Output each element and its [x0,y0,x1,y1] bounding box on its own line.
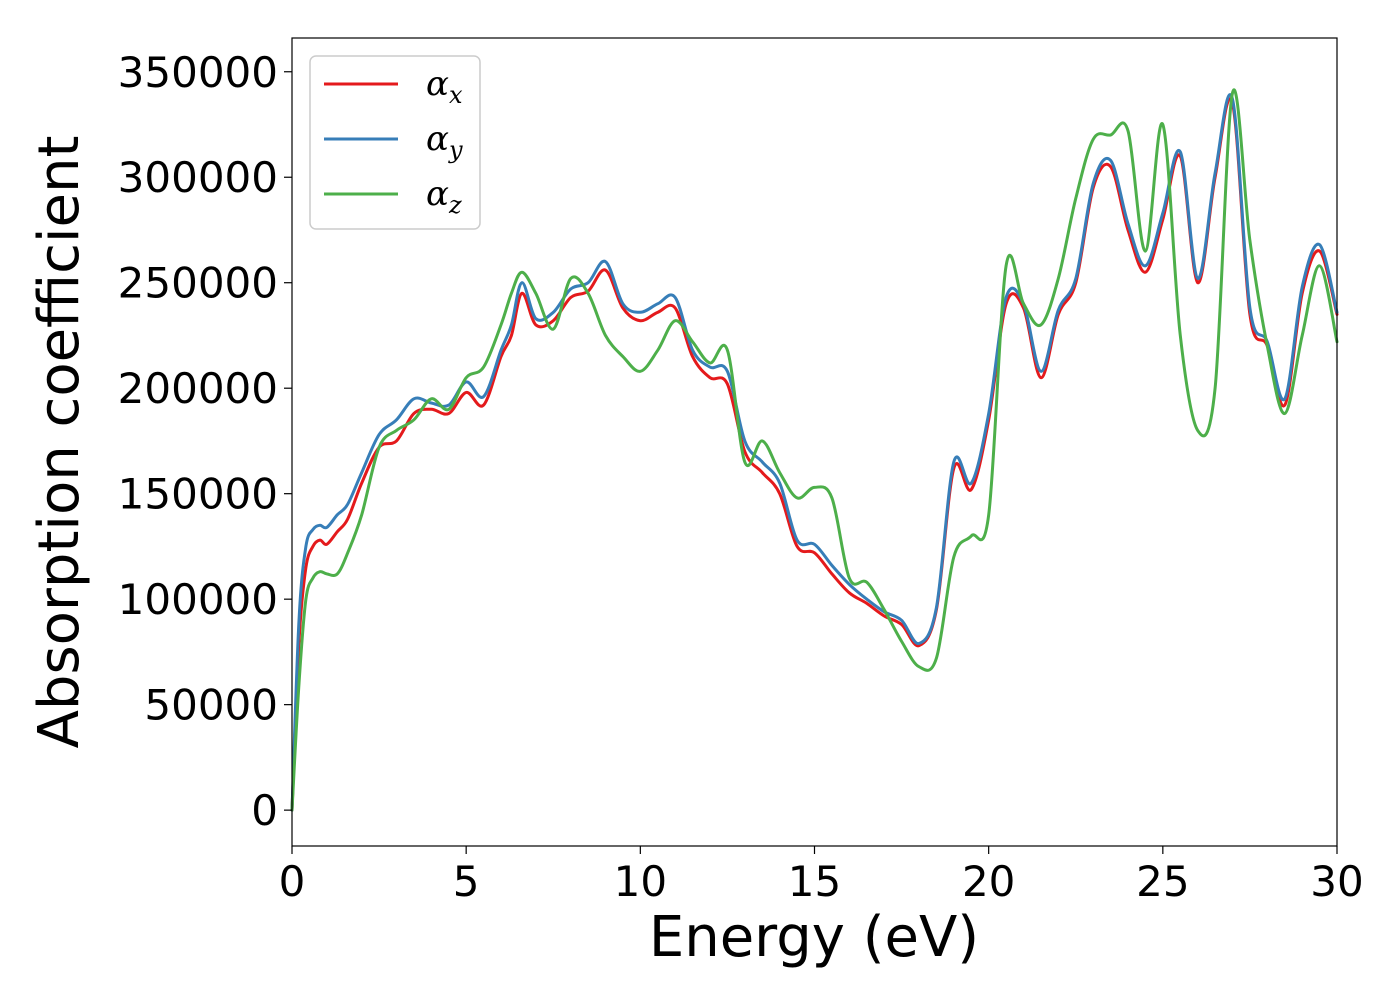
legend-subscript-y: y [448,136,463,164]
y-tick-label: 50000 [144,681,278,730]
x-tick-label: 15 [788,857,841,906]
series-line-z [290,88,1339,812]
y-tick-label: 300000 [118,153,278,202]
x-tick-label: 25 [1136,857,1189,906]
series-line-y [290,93,1339,812]
legend-subscript-x: x [449,81,463,109]
legend-subscript-z: z [448,191,462,219]
y-tick-label: 150000 [118,470,278,519]
x-tick-label: 10 [614,857,667,906]
x-tick-label: 20 [962,857,1015,906]
y-tick-label: 100000 [118,575,278,624]
x-tick-label: 0 [279,857,306,906]
y-tick-label: 200000 [118,364,278,413]
series-layer [290,88,1339,812]
x-tick-label: 30 [1310,857,1363,906]
x-axis-ticks: 0 5 10 15 20 25 30 [279,846,1364,906]
y-tick-label: 0 [251,786,278,835]
y-tick-label: 250000 [118,259,278,308]
series-line-x [290,97,1339,812]
y-axis-ticks: 0 50000 100000 150000 200000 250000 300000 3500… [118,48,292,835]
x-tick-label: 5 [453,857,480,906]
legend-frame [309,55,481,230]
x-axis-label: Energy (eV) [649,905,979,970]
y-tick-label: 350000 [118,48,278,97]
y-axis-label: Absorption coefficient [27,136,92,749]
legend-label-y: αy [426,119,463,164]
